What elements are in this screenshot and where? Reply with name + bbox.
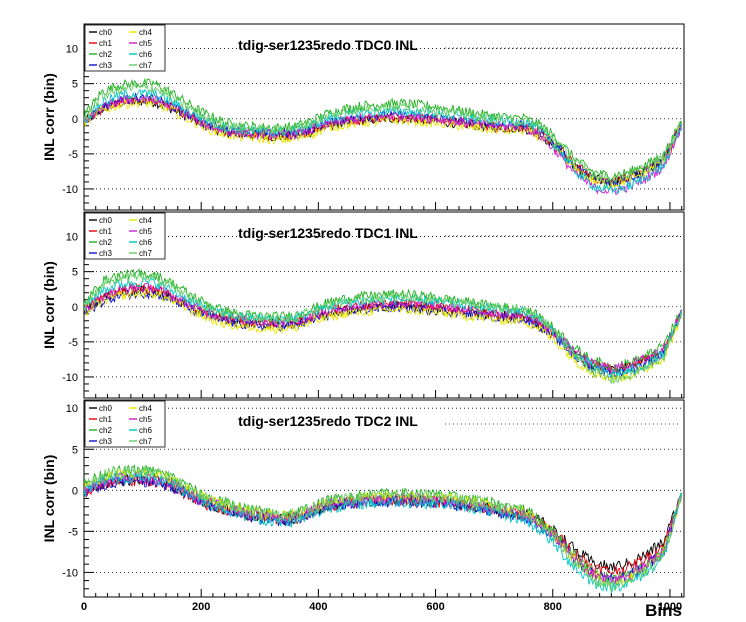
series-line-ch5 xyxy=(84,282,683,375)
legend: ch0 ch1 ch2 ch3 ch4 ch5 ch6 ch7 xyxy=(84,400,166,448)
x-axis-label: Bins xyxy=(645,601,682,620)
legend-label-ch7: ch7 xyxy=(139,437,152,446)
series-line-ch7 xyxy=(84,271,683,385)
series-line-ch6 xyxy=(84,88,683,194)
series-line-ch6 xyxy=(84,276,683,378)
y-tick-label: 10 xyxy=(66,403,78,415)
legend-label-ch4: ch4 xyxy=(139,404,152,413)
y-tick-label: -10 xyxy=(62,184,78,196)
legend: ch0 ch1 ch2 ch3 ch4 ch5 ch6 ch7 xyxy=(84,24,166,72)
y-tick-label: 0 xyxy=(72,114,78,126)
legend-box xyxy=(84,400,166,448)
x-tick-label: 200 xyxy=(192,601,210,613)
legend-label-ch2: ch2 xyxy=(99,426,112,435)
y-tick-label: 0 xyxy=(72,302,78,314)
legend-label-ch3: ch3 xyxy=(99,249,112,258)
chart-title: tdig-ser1235redo TDC1 INL xyxy=(238,225,418,241)
x-tick-label: 1000 xyxy=(658,601,682,613)
chart-title: tdig-ser1235redo TDC0 INL xyxy=(238,37,418,53)
legend-label-ch0: ch0 xyxy=(99,28,112,37)
chart-panel-tdc0: -10 -5 0 5 10 tdig-ser1235redo TDC0 INL INL co… xyxy=(41,23,685,211)
series-line-ch7 xyxy=(84,82,683,185)
series-line-ch6 xyxy=(84,471,683,594)
legend-label-ch5: ch5 xyxy=(139,227,152,236)
series-line-ch7 xyxy=(84,465,683,592)
x-tick-label: 400 xyxy=(309,601,327,613)
legend-label-ch6: ch6 xyxy=(139,50,152,59)
legend-label-ch6: ch6 xyxy=(139,426,152,435)
y-tick-label: 5 xyxy=(72,267,78,279)
legend-label-ch2: ch2 xyxy=(99,50,112,59)
legend: ch0 ch1 ch2 ch3 ch4 ch5 ch6 ch7 xyxy=(84,212,166,260)
y-axis-label: INL corr (bin) xyxy=(41,261,57,349)
legend-label-ch2: ch2 xyxy=(99,238,112,247)
x-tick-label: 600 xyxy=(426,601,444,613)
legend-label-ch7: ch7 xyxy=(139,61,152,70)
y-axis-label: INL corr (bin) xyxy=(41,73,57,161)
legend-label-ch6: ch6 xyxy=(139,238,152,247)
legend-label-ch3: ch3 xyxy=(99,61,112,70)
y-tick-label: -10 xyxy=(62,567,78,579)
legend-label-ch5: ch5 xyxy=(139,39,152,48)
x-tick-label: 0 xyxy=(81,601,87,613)
legend-label-ch4: ch4 xyxy=(139,216,152,225)
y-tick-label: -5 xyxy=(68,337,78,349)
chart-panel-tdc2: -10 -5 0 5 10 0 200 400 600 800 1000 tdig-ser1235re… xyxy=(41,399,685,620)
y-tick-label: -10 xyxy=(62,372,78,384)
y-tick-label: 5 xyxy=(72,79,78,91)
chart-title: tdig-ser1235redo TDC2 INL xyxy=(238,413,418,429)
legend-box xyxy=(84,212,166,260)
y-tick-label: 10 xyxy=(66,44,78,56)
series-line-ch2 xyxy=(84,464,683,584)
legend-box xyxy=(84,24,166,72)
x-tick-label: 800 xyxy=(544,601,562,613)
chart-panel-tdc1: -10 -5 0 5 10 tdig-ser1235redo TDC1 INL INL co… xyxy=(41,211,685,399)
legend-label-ch4: ch4 xyxy=(139,28,152,37)
legend-label-ch1: ch1 xyxy=(99,415,112,424)
legend-label-ch0: ch0 xyxy=(99,216,112,225)
legend-label-ch5: ch5 xyxy=(139,415,152,424)
y-tick-label: 0 xyxy=(72,485,78,497)
plot-frame xyxy=(83,211,685,399)
y-tick-label: -5 xyxy=(68,149,78,161)
legend-label-ch1: ch1 xyxy=(99,227,112,236)
y-tick-label: 5 xyxy=(72,444,78,456)
legend-label-ch1: ch1 xyxy=(99,39,112,48)
series-line-ch3 xyxy=(84,288,683,380)
y-axis-label: INL corr (bin) xyxy=(41,455,57,543)
y-tick-label: 10 xyxy=(66,232,78,244)
y-tick-label: -5 xyxy=(68,526,78,538)
legend-label-ch3: ch3 xyxy=(99,437,112,446)
legend-label-ch0: ch0 xyxy=(99,404,112,413)
legend-label-ch7: ch7 xyxy=(139,249,152,258)
